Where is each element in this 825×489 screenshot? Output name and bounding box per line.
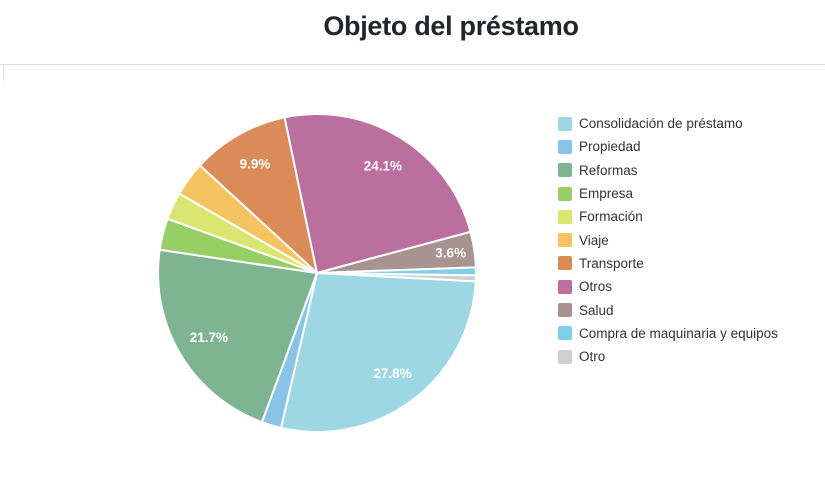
pie-slice-otro[interactable] bbox=[316, 272, 477, 283]
pie-value-label: 27.8% bbox=[373, 366, 411, 381]
chart-title: Objeto del préstamo bbox=[323, 11, 579, 41]
legend-swatch bbox=[558, 279, 572, 294]
legend-item-consolidacion-de-prestamo[interactable]: Consolidación de préstamo bbox=[558, 112, 778, 135]
legend-swatch bbox=[558, 139, 572, 154]
legend-label: Propiedad bbox=[579, 139, 641, 155]
header-divider bbox=[0, 64, 825, 65]
legend-item-otro[interactable]: Otro bbox=[558, 345, 778, 368]
legend-label: Compra de maquinaria y equipos bbox=[579, 325, 778, 341]
legend-swatch bbox=[558, 349, 572, 364]
legend-item-transporte[interactable]: Transporte bbox=[558, 252, 778, 275]
legend-item-compra-de-maquinaria-y-equipos[interactable]: Compra de maquinaria y equipos bbox=[558, 322, 778, 345]
legend-item-viaje[interactable]: Viaje bbox=[558, 228, 778, 251]
legend-swatch bbox=[558, 163, 572, 178]
legend-swatch bbox=[558, 303, 572, 318]
legend-swatch bbox=[558, 256, 572, 271]
legend-swatch bbox=[558, 326, 572, 341]
pie-value-label: 3.6% bbox=[435, 246, 466, 261]
pie-value-label: 24.1% bbox=[364, 159, 402, 174]
legend-swatch bbox=[558, 209, 572, 224]
legend-swatch bbox=[558, 186, 572, 201]
legend-item-otros[interactable]: Otros bbox=[558, 275, 778, 298]
legend-label: Otro bbox=[579, 349, 606, 365]
legend-swatch bbox=[558, 233, 572, 248]
legend-item-empresa[interactable]: Empresa bbox=[558, 182, 778, 205]
pie-slice-reformas[interactable] bbox=[157, 248, 318, 424]
pie-slice-otros[interactable] bbox=[283, 113, 472, 274]
chart-legend: Consolidación de préstamo Propiedad Reform… bbox=[558, 112, 778, 368]
panel-edge-line bbox=[3, 64, 4, 81]
legend-item-salud[interactable]: Salud bbox=[558, 298, 778, 321]
legend-swatch bbox=[558, 116, 572, 131]
legend-label: Viaje bbox=[579, 232, 609, 248]
legend-label: Consolidación de préstamo bbox=[579, 116, 743, 132]
legend-label: Reformas bbox=[579, 162, 638, 178]
legend-item-propiedad[interactable]: Propiedad bbox=[558, 135, 778, 158]
legend-label: Otros bbox=[579, 279, 613, 295]
legend-item-formacion[interactable]: Formación bbox=[558, 205, 778, 228]
pie-value-label: 21.7% bbox=[190, 330, 228, 345]
pie-value-label: 9.9% bbox=[240, 157, 271, 172]
legend-label: Formación bbox=[579, 209, 643, 225]
pie-slice-transporte[interactable] bbox=[198, 116, 318, 274]
pie-slice-consolidacion-de-prestamo[interactable] bbox=[280, 272, 477, 433]
legend-label: Empresa bbox=[579, 186, 634, 202]
legend-label: Salud bbox=[579, 302, 614, 318]
legend-item-reformas[interactable]: Reformas bbox=[558, 159, 778, 182]
legend-label: Transporte bbox=[579, 255, 644, 271]
